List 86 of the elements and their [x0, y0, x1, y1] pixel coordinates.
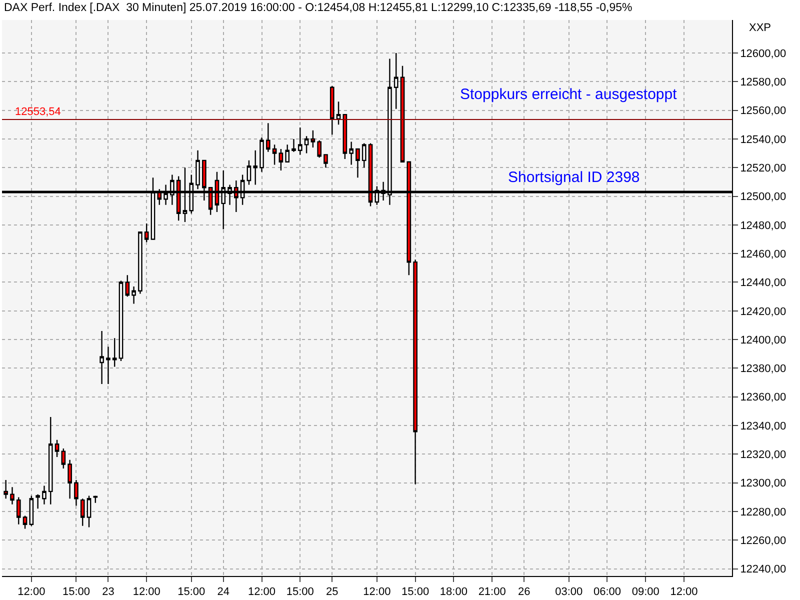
y-tick-label: 12280,00: [740, 506, 786, 518]
x-tick-label: 15:00: [286, 586, 314, 598]
text: XXP: [749, 22, 772, 34]
x-tick-label: 25: [326, 586, 338, 598]
candlestick: [54, 439, 60, 458]
candlestick: [349, 141, 354, 166]
ref-line-label: 12553,54: [15, 106, 61, 118]
x-tick-label: 15:00: [178, 586, 206, 598]
candlestick: [112, 338, 117, 368]
x-tick-label: 15:00: [402, 586, 430, 598]
y-tick-label: 12540,00: [740, 134, 786, 146]
y-tick-label: 12500,00: [740, 191, 786, 204]
candlestick: [144, 222, 149, 243]
y-tick-label: 12380,00: [740, 363, 786, 376]
candlestick: [260, 136, 264, 172]
candlestick: [342, 114, 348, 160]
y-tick-label: 12240,00: [740, 564, 786, 576]
candlestick: [298, 126, 302, 156]
candlestick: [93, 495, 98, 504]
x-tick-label: 12:00: [132, 586, 160, 598]
candlestick: [266, 122, 270, 152]
candlestick: [80, 498, 85, 526]
candlestick: [304, 135, 309, 154]
chart-title: DAX Perf. Index [.DAX 30 Minuten] 25.07.2019 16:00:00 - O:12454,08 H:12455,81 L:12299,10 C:12335,69 -118,55 -0,95%: [4, 2, 632, 14]
x-tick-label: 23: [102, 586, 114, 598]
candlestick: [336, 101, 341, 126]
y-tick-label: 12480,00: [740, 220, 786, 232]
candlestick: [10, 486, 14, 505]
x-tick-label: 24: [217, 586, 230, 598]
candlestick: [356, 148, 360, 178]
candlestick: [362, 142, 366, 168]
x-tick-label: 06:00: [593, 586, 622, 598]
x-tick-label: 09:00: [632, 586, 660, 598]
candlestick: [118, 280, 124, 362]
x-tick-label: 12:00: [18, 586, 46, 598]
candlestick: [246, 160, 252, 186]
candlestick: [48, 416, 53, 505]
candlestick: [125, 274, 130, 298]
candlestick: [317, 140, 322, 158]
y-tick-label: 12320,00: [740, 449, 786, 462]
y-tick-label: 12580,00: [740, 76, 786, 88]
candlestick: [132, 286, 136, 304]
y-tick-label: 12260,00: [740, 535, 786, 548]
x-tick-label: 26: [518, 586, 530, 598]
y-tick-label: 12340,00: [740, 420, 786, 432]
x-tick-label: 12:00: [363, 586, 391, 598]
annotation: Stoppkurs erreicht - ausgestoppt: [460, 86, 678, 103]
y-tick-label: 12440,00: [740, 277, 786, 290]
y-tick-label: 12300,00: [740, 478, 786, 490]
y-tick-label: 12360,00: [740, 392, 786, 404]
candlestick: [86, 495, 92, 528]
candlestick: [36, 494, 40, 510]
ref-line-label: Shortsignal ID 2398: [508, 169, 640, 186]
candlestick: [292, 138, 296, 152]
x-tick-label: 12:00: [248, 586, 276, 598]
candlestick: [100, 330, 104, 385]
candlestick: [68, 459, 72, 500]
y-tick-label: 12600,00: [740, 48, 786, 60]
candlestick: [400, 65, 405, 162]
candlestick: [324, 154, 328, 168]
y-tick-label: 12520,00: [740, 162, 786, 174]
x-tick-label: 03:00: [555, 586, 583, 598]
candlestick: [272, 144, 277, 166]
candlestick: [138, 231, 142, 294]
candlestick: [278, 148, 284, 172]
candlestick: [330, 85, 334, 136]
candlestick: [310, 130, 316, 148]
y-tick-label: 12560,00: [740, 105, 786, 118]
candlestick: [4, 479, 8, 500]
candlestick: [29, 495, 34, 526]
candlestick: [61, 448, 66, 470]
x-tick-label: 15:00: [62, 586, 90, 598]
candlestick: [16, 496, 21, 526]
candlestick: [22, 515, 28, 530]
x-tick-label: 18:00: [440, 586, 468, 598]
y-tick-label: 12460,00: [740, 248, 786, 260]
y-tick-label: 12420,00: [740, 306, 786, 318]
candlestick: [285, 144, 290, 162]
x-tick-label: 12:00: [670, 586, 698, 598]
y-tick-label: 12400,00: [740, 334, 786, 346]
x-tick-label: 21:00: [478, 586, 506, 598]
candlestick: [74, 479, 78, 506]
candlestick: [394, 52, 398, 110]
candlestick: [42, 485, 46, 505]
candlestick: [106, 346, 110, 385]
candlestick: [253, 150, 258, 186]
